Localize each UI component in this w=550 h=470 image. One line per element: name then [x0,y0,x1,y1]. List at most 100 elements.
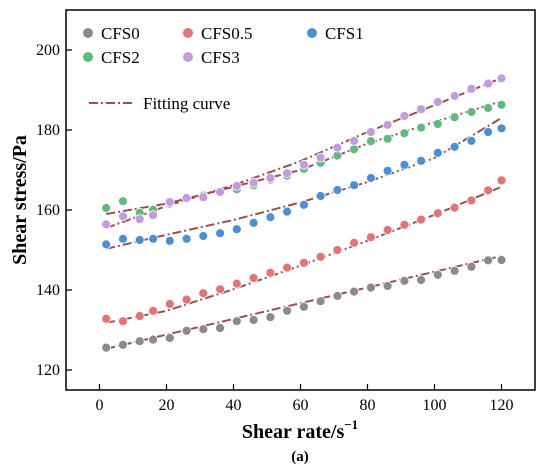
fit-curve-cfs2 [106,100,502,215]
point-cfs0-5 [483,185,494,196]
point-cfs0 [248,315,259,325]
y-axis-ticks: 120 140 160 180 200 [36,42,72,379]
x-axis-label: Shear rate/s−1 [242,417,358,443]
legend-label-cfs0: CFS0 [101,24,140,43]
point-cfs1 [332,185,343,195]
point-cfs3 [382,119,393,130]
point-cfs0-5 [231,278,242,289]
point-cfs1 [148,233,159,244]
point-cfs3 [483,78,494,89]
point-cfs1 [198,231,209,241]
point-cfs0-5 [416,214,427,225]
point-cfs1 [399,159,410,170]
point-cfs1 [449,141,460,152]
plot-frame [65,9,536,391]
point-cfs3 [198,192,209,203]
point-cfs0 [483,255,494,266]
point-cfs2 [416,122,427,133]
point-cfs1 [164,235,175,246]
point-cfs0 [231,316,242,327]
point-cfs0-5 [449,202,460,213]
point-cfs0-5 [365,232,376,243]
y-tick-label: 180 [36,122,60,139]
legend-marker-cfs0 [83,28,93,38]
point-cfs0 [449,265,460,276]
point-cfs0 [416,275,427,285]
point-cfs2 [365,136,376,147]
point-cfs0-5 [181,294,192,305]
point-cfs0-5 [265,267,276,278]
point-cfs2 [382,133,393,144]
legend-marker-cfs2 [83,52,93,62]
legend-label-cfs0-5: CFS0.5 [201,24,253,43]
point-cfs2 [101,203,112,213]
point-cfs1 [483,127,494,137]
point-cfs0 [164,333,175,343]
point-cfs0 [365,282,376,293]
point-cfs3 [101,219,112,230]
legend-label-fitting-curve: Fitting curve [143,94,230,113]
point-cfs1 [134,235,145,245]
point-cfs2 [349,144,360,155]
legend: CFS0 CFS0.5 CFS1 CFS2 CFS3 Fitting curve [83,24,364,113]
point-cfs0 [282,305,293,316]
y-tick-label: 120 [36,362,60,379]
x-tick-label: 20 [159,397,175,414]
data-points [101,73,507,353]
point-cfs0-5 [399,219,410,230]
point-cfs0 [399,275,410,286]
point-cfs0-5 [101,313,112,324]
point-cfs0-5 [332,245,343,255]
point-cfs3 [365,127,376,137]
point-cfs1 [248,217,259,228]
x-axis-label-exponent: −1 [344,417,358,432]
point-cfs3 [399,111,410,121]
point-cfs0-5 [349,237,360,248]
x-axis-label-main: Shear rate/s [242,421,345,443]
point-cfs0-5 [315,251,326,262]
point-cfs3 [231,181,242,191]
y-axis-label: Shear stress/Pa [9,135,31,265]
point-cfs0 [298,301,309,312]
point-cfs2 [118,196,128,207]
point-cfs3 [432,97,443,107]
point-cfs3 [181,193,192,203]
point-cfs3 [148,210,159,221]
point-cfs0-5 [298,257,309,268]
point-cfs3 [265,173,276,183]
point-cfs1 [315,191,326,201]
point-cfs0 [496,255,507,265]
legend-marker-cfs0-5 [183,28,193,38]
point-cfs0 [215,323,226,333]
point-cfs1 [496,123,507,134]
x-tick-label: 120 [490,397,514,414]
point-cfs3 [349,135,360,146]
point-cfs0-5 [118,316,128,327]
point-cfs0-5 [282,262,293,273]
point-cfs2 [466,107,477,117]
point-cfs0-5 [134,311,145,321]
point-cfs1 [231,224,242,235]
point-cfs0 [101,342,112,353]
point-cfs3 [315,152,326,163]
x-tick-label: 100 [423,397,447,414]
point-cfs1 [349,180,360,191]
point-cfs1 [118,233,128,244]
point-cfs0-5 [432,208,443,219]
legend-marker-cfs3 [183,52,193,62]
point-cfs0-5 [466,195,477,206]
point-cfs0 [315,296,326,307]
point-cfs1 [282,206,293,217]
point-cfs3 [298,159,309,170]
x-tick-label: 40 [226,397,242,414]
point-cfs0 [134,336,145,347]
point-cfs0-5 [215,284,226,295]
point-cfs0 [181,325,192,336]
point-cfs0-5 [382,225,393,235]
point-cfs0-5 [164,299,175,309]
point-cfs1 [265,212,276,223]
point-cfs3 [332,142,343,153]
y-tick-label: 140 [36,282,60,299]
y-tick-label: 200 [36,42,60,59]
